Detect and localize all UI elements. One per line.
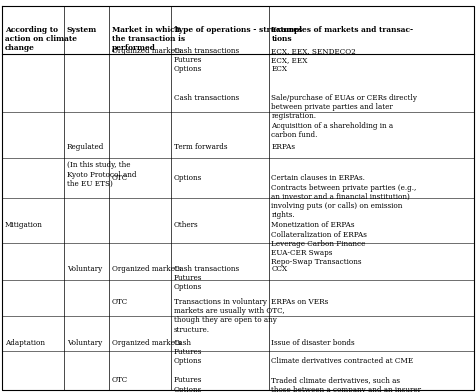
Text: Traded climate derivatives, such as
those between a company and an insurer
or ba: Traded climate derivatives, such as thos… [271, 376, 421, 392]
Text: Mitigation: Mitigation [5, 221, 43, 229]
Text: Organized markets: Organized markets [112, 47, 181, 55]
Text: OTC: OTC [112, 298, 128, 306]
Text: OTC: OTC [112, 376, 128, 384]
Text: Options: Options [174, 174, 202, 182]
Text: Futures
Options: Futures Options [174, 376, 202, 392]
Text: Cash transactions
Futures
Options: Cash transactions Futures Options [174, 265, 239, 291]
Text: Regulated

(In this study, the
Kyoto Protocol and
the EU ETS): Regulated (In this study, the Kyoto Prot… [67, 143, 136, 188]
Text: Organized markets: Organized markets [112, 339, 181, 347]
Text: CCX: CCX [271, 265, 288, 272]
Text: Certain clauses in ERPAs.
Contracts between private parties (e.g.,
an investor a: Certain clauses in ERPAs. Contracts betw… [271, 174, 416, 219]
Text: Sale/purchase of EUAs or CERs directly
between private parties and later
registr: Sale/purchase of EUAs or CERs directly b… [271, 94, 417, 139]
Text: System: System [67, 26, 97, 34]
Text: Cash transactions: Cash transactions [174, 94, 239, 102]
Text: ECX, EEX, SENDECO2
ECX, EEX
ECX: ECX, EEX, SENDECO2 ECX, EEX ECX [271, 47, 356, 73]
Text: Market in which
the transaction is
performed: Market in which the transaction is perfo… [112, 26, 185, 52]
Text: OTC: OTC [112, 174, 128, 182]
Text: Adaptation: Adaptation [5, 339, 45, 347]
Text: Voluntary: Voluntary [67, 339, 102, 347]
Text: Cash transactions
Futures
Options: Cash transactions Futures Options [174, 47, 239, 73]
Text: ERPAs on VERs: ERPAs on VERs [271, 298, 328, 306]
Text: Voluntary: Voluntary [67, 265, 102, 272]
Text: Issue of disaster bonds

Climate derivatives contracted at CME: Issue of disaster bonds Climate derivati… [271, 339, 414, 365]
Text: Cash
Futures
Options: Cash Futures Options [174, 339, 202, 365]
Text: Examples of markets and transac-
tions: Examples of markets and transac- tions [271, 26, 414, 43]
Text: ERPAs: ERPAs [271, 143, 295, 151]
Text: According to
action on climate
change: According to action on climate change [5, 26, 77, 52]
Text: Others: Others [174, 221, 198, 229]
Text: Term forwards: Term forwards [174, 143, 227, 151]
Text: Transactions in voluntary
markets are usually with OTC,
though they are open to : Transactions in voluntary markets are us… [174, 298, 284, 334]
Text: Type of operations - structures: Type of operations - structures [174, 26, 302, 34]
Text: Organized markets: Organized markets [112, 265, 181, 272]
Text: Monetization of ERPAs
Collateralization of ERPAs
Leverage Carbon Finance
EUA-CER: Monetization of ERPAs Collateralization … [271, 221, 367, 266]
